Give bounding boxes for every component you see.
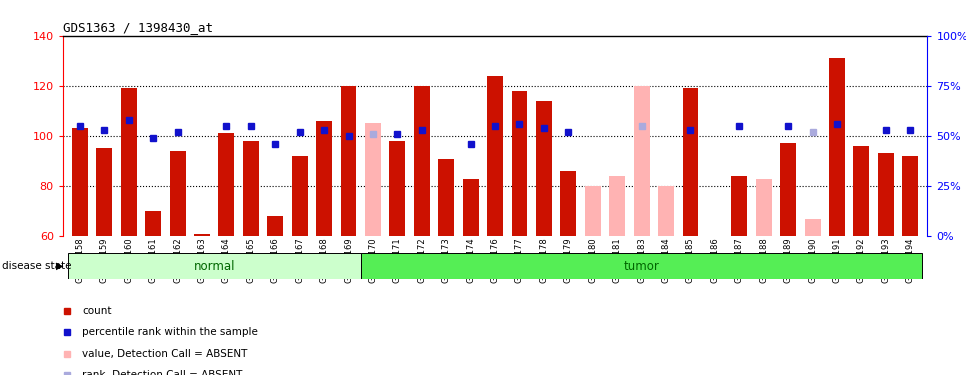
Bar	[683, 88, 698, 236]
Bar	[512, 91, 527, 236]
Bar	[360, 253, 923, 279]
Text: rank, Detection Call = ABSENT: rank, Detection Call = ABSENT	[82, 370, 242, 375]
Bar	[584, 186, 601, 236]
Bar	[218, 134, 235, 236]
Bar	[268, 216, 283, 236]
Bar	[194, 234, 210, 236]
Bar	[292, 156, 307, 236]
Bar	[71, 128, 88, 236]
Bar	[560, 171, 577, 236]
Bar	[413, 86, 430, 236]
Text: disease state: disease state	[2, 261, 71, 271]
Bar	[463, 178, 478, 236]
Bar	[242, 141, 259, 236]
Text: GDS1363 / 1398430_at: GDS1363 / 1398430_at	[63, 21, 213, 34]
Bar	[781, 144, 796, 236]
Bar	[341, 86, 356, 236]
Bar	[68, 253, 360, 279]
Bar	[487, 76, 503, 236]
Bar	[97, 148, 112, 236]
Bar	[610, 176, 625, 236]
Bar	[829, 58, 845, 236]
Text: tumor: tumor	[624, 260, 660, 273]
Bar	[755, 178, 772, 236]
Text: percentile rank within the sample: percentile rank within the sample	[82, 327, 258, 337]
Bar	[731, 176, 748, 236]
Bar	[902, 156, 919, 236]
Bar	[439, 159, 454, 236]
Bar	[634, 86, 649, 236]
Text: value, Detection Call = ABSENT: value, Detection Call = ABSENT	[82, 348, 247, 358]
Bar	[145, 211, 161, 236]
Text: count: count	[82, 306, 111, 316]
Bar	[389, 141, 406, 236]
Bar	[170, 151, 185, 236]
Bar	[854, 146, 869, 236]
Bar	[316, 121, 332, 236]
Text: ▶: ▶	[56, 261, 64, 271]
Bar	[707, 236, 723, 349]
Bar	[805, 219, 820, 236]
Text: normal: normal	[193, 260, 235, 273]
Bar	[536, 101, 552, 236]
Bar	[121, 88, 136, 236]
Bar	[878, 153, 894, 236]
Bar	[365, 123, 381, 236]
Bar	[658, 186, 674, 236]
